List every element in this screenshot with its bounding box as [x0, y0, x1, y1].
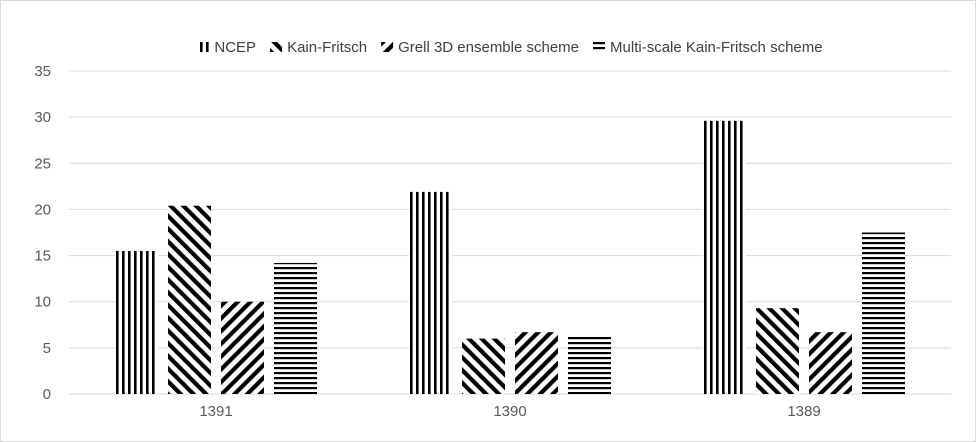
y-tick-label: 10 — [34, 294, 51, 311]
x-tick-label: 1391 — [199, 403, 232, 420]
bar — [274, 262, 317, 394]
y-tick-label: 20 — [34, 201, 51, 218]
y-axis-ticks: 0 5 10 15 20 25 30 35 — [34, 63, 51, 403]
legend-swatch — [381, 42, 394, 52]
bar — [221, 301, 264, 394]
x-axis-ticks: 1391 1390 1389 — [199, 403, 820, 420]
bar — [462, 338, 505, 394]
legend-label: Grell 3D ensemble scheme — [398, 39, 579, 56]
bar — [515, 332, 558, 394]
legend-swatch — [197, 42, 210, 52]
legend-label: Multi-scale Kain-Fritsch scheme — [610, 39, 823, 56]
legend: NCEP Kain-Fritsch Grell 3D ensemble scheme… — [197, 39, 823, 56]
x-tick-label: 1390 — [493, 403, 526, 420]
bar — [756, 308, 799, 394]
legend-swatch — [270, 42, 283, 52]
y-tick-label: 0 — [43, 386, 51, 403]
y-tick-label: 30 — [34, 109, 51, 126]
bar — [568, 335, 611, 394]
bar — [809, 332, 852, 394]
gridlines — [69, 70, 951, 395]
y-tick-label: 15 — [34, 248, 51, 265]
bars — [115, 120, 905, 394]
bar — [862, 232, 905, 394]
bar — [115, 250, 158, 394]
y-tick-label: 25 — [34, 155, 51, 172]
bar — [703, 120, 746, 394]
bar — [168, 205, 211, 394]
bar — [409, 191, 452, 394]
y-tick-label: 35 — [34, 63, 51, 80]
legend-label: NCEP — [214, 39, 256, 56]
x-tick-label: 1389 — [787, 403, 820, 420]
legend-label: Kain-Fritsch — [287, 39, 367, 56]
y-tick-label: 5 — [43, 340, 51, 357]
legend-swatch — [593, 42, 606, 52]
